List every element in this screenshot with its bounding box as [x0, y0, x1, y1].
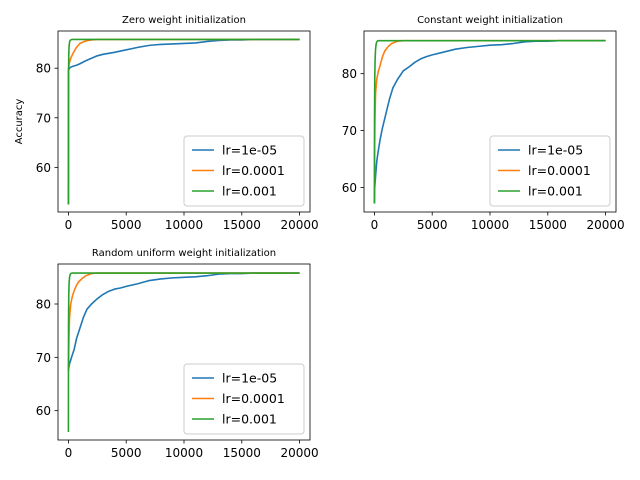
series-line	[373, 39, 606, 204]
legend-box	[183, 363, 305, 435]
x-tick-label: 5000	[417, 218, 448, 232]
legend-label: lr=0.001	[222, 412, 277, 427]
legend-label: lr=1e-05	[222, 371, 277, 386]
subplot-random-uniform-init: Random uniform weight initialization 0 50…	[36, 248, 319, 460]
series-line	[67, 38, 300, 205]
legend-label: lr=1e-05	[222, 143, 277, 158]
y-tick-label: 80	[36, 62, 51, 76]
y-tick-label: 70	[36, 111, 51, 125]
y-tick-label: 60	[36, 161, 51, 175]
legend: lr=1e-05 lr=0.0001 lr=0.001	[183, 363, 305, 435]
legend-label: lr=0.0001	[528, 163, 591, 178]
y-tick-label: 80	[342, 67, 357, 81]
legend-label: lr=0.001	[528, 184, 583, 199]
y-axis-label: Accuracy	[14, 99, 25, 145]
x-tick-label: 15000	[529, 218, 567, 232]
series-line	[67, 272, 300, 433]
subplot-constant-init: Constant weight initialization 0 5000 1000…	[342, 15, 625, 232]
x-tick-label: 15000	[223, 446, 261, 460]
x-tick-label: 10000	[165, 446, 203, 460]
y-tick-label: 60	[342, 181, 357, 195]
legend: lr=1e-05 lr=0.0001 lr=0.001	[183, 135, 305, 207]
x-tick-label: 20000	[281, 446, 319, 460]
y-tick-label: 70	[36, 351, 51, 365]
x-tick-label: 0	[371, 218, 379, 232]
legend-label: lr=0.0001	[222, 391, 285, 406]
x-tick-label: 5000	[111, 446, 142, 460]
x-tick-label: 0	[65, 446, 73, 460]
y-tick-label: 60	[36, 404, 51, 418]
x-tick-label: 15000	[223, 218, 261, 232]
x-tick-label: 10000	[165, 218, 203, 232]
y-tick-label: 70	[342, 124, 357, 138]
x-tick-label: 0	[65, 218, 73, 232]
legend-box	[489, 135, 611, 207]
legend-label: lr=1e-05	[528, 143, 583, 158]
legend-box	[183, 135, 305, 207]
x-tick-label: 5000	[111, 218, 142, 232]
subplot-title: Random uniform weight initialization	[92, 248, 276, 259]
legend-label: lr=0.001	[222, 184, 277, 199]
subplot-title: Zero weight initialization	[122, 15, 246, 26]
x-tick-label: 20000	[281, 218, 319, 232]
legend: lr=1e-05 lr=0.0001 lr=0.001	[489, 135, 611, 207]
legend-label: lr=0.0001	[222, 163, 285, 178]
x-tick-label: 10000	[471, 218, 509, 232]
x-tick-label: 20000	[587, 218, 625, 232]
y-tick-label: 80	[36, 298, 51, 312]
subplot-title: Constant weight initialization	[417, 15, 563, 26]
subplot-zero-init: Zero weight initialization Accuracy 0 500…	[14, 15, 319, 232]
